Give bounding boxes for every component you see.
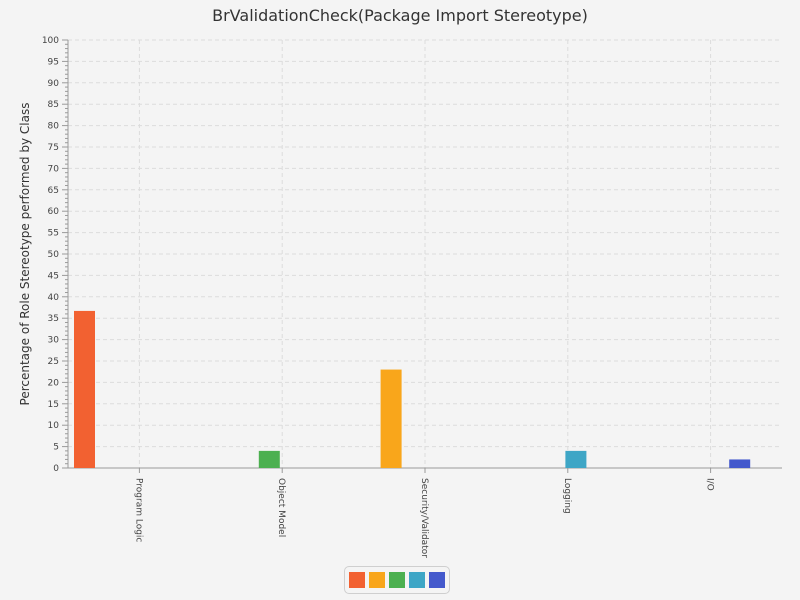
legend [344,566,450,594]
x-tick-label: Security/Validator [419,478,429,558]
y-tick-label: 55 [48,229,59,239]
legend-swatch [429,572,445,588]
chart-title: BrValidationCheck(Package Import Stereot… [212,6,588,25]
y-tick-label: 100 [42,36,59,46]
bar [380,369,402,468]
y-tick-label: 80 [48,122,60,132]
y-tick-label: 25 [48,357,59,367]
y-tick-label: 60 [48,207,60,217]
y-tick-label: 85 [48,100,59,110]
x-tick-label: Program Logic [133,478,143,542]
bars [74,310,751,468]
y-tick-label: 95 [48,57,59,67]
legend-swatch [349,572,365,588]
y-tick-label: 70 [48,164,60,174]
y-tick-label: 0 [53,464,59,474]
y-tick-label: 65 [48,186,59,196]
x-tick-label: I/O [705,478,715,491]
y-tick-label: 50 [48,250,60,260]
legend-swatch [409,572,425,588]
y-tick-label: 40 [48,293,60,303]
y-tick-label: 75 [48,143,59,153]
bar [258,450,280,468]
y-axis: 0 5 10 15 20 25 30 35 40 45 50 55 60 65 70 75 80 85 90 95 10… [42,36,69,474]
y-tick-label: 90 [48,79,60,89]
y-tick-label: 5 [53,443,59,453]
y-tick-label: 45 [48,271,59,281]
bar [74,310,95,468]
bar [729,459,751,468]
grid-lines [68,39,782,468]
y-tick-label: 15 [48,400,59,410]
x-tick-label: Object Model [276,478,286,537]
x-axis: Program Logic Object Model Security/Valida… [68,467,782,558]
legend-swatch [369,572,385,588]
bar [565,450,587,468]
y-tick-label: 20 [48,378,60,388]
y-tick-label: 35 [48,314,59,324]
y-tick-label: 30 [48,336,60,346]
x-tick-label: Logging [562,478,572,514]
y-tick-label: 10 [48,421,60,431]
legend-swatch [389,572,405,588]
